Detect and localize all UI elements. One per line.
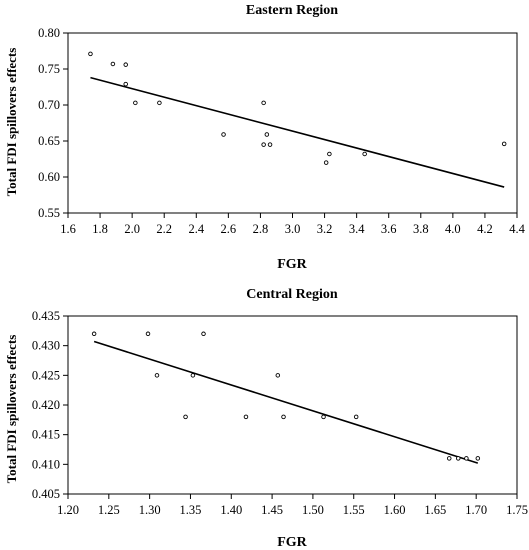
chart-title: Eastern Region — [246, 3, 338, 18]
y-tick-label: 0.60 — [38, 170, 60, 184]
data-point — [261, 100, 266, 106]
x-tick-label: 2.0 — [124, 222, 140, 236]
x-tick-label: 1.25 — [98, 503, 120, 517]
x-tick-label: 2.4 — [188, 222, 204, 236]
data-point — [501, 141, 507, 147]
x-tick-label: 4.4 — [509, 222, 525, 236]
data-point — [362, 151, 367, 157]
y-tick-label: 0.55 — [38, 206, 60, 220]
y-tick-label: 0.420 — [32, 398, 60, 412]
x-axis-label: FGR — [277, 257, 307, 272]
data-point — [221, 132, 226, 137]
y-tick-label: 0.75 — [38, 62, 60, 76]
x-tick-label: 1.30 — [139, 503, 161, 517]
x-tick-label: 3.8 — [413, 222, 429, 236]
x-tick-label: 1.75 — [506, 503, 528, 517]
data-point — [275, 373, 281, 378]
data-point — [133, 100, 138, 106]
x-axis-label: FGR — [277, 535, 307, 550]
x-tick-label: 1.20 — [57, 503, 79, 517]
data-point — [264, 132, 270, 137]
x-tick-label: 1.35 — [180, 503, 202, 517]
x-tick-label: 1.50 — [302, 503, 324, 517]
data-point — [455, 456, 461, 461]
data-point — [323, 160, 329, 165]
data-point — [91, 331, 97, 337]
y-tick-label: 0.435 — [32, 309, 60, 323]
data-point — [243, 414, 249, 420]
data-point — [321, 414, 326, 420]
y-tick-label: 0.80 — [38, 26, 60, 40]
data-point — [154, 373, 160, 378]
data-point — [145, 331, 151, 337]
x-tick-label: 1.40 — [220, 503, 242, 517]
y-tick-label: 0.65 — [38, 134, 60, 148]
y-tick-label: 0.425 — [32, 368, 60, 382]
x-tick-label: 3.2 — [317, 222, 333, 236]
plot-area: 1.20 1.25 1.30 1.35 1.40 1.45 1.50 1.55 1.60 1.65… — [32, 309, 528, 517]
y-axis-label: Total FDI spillovers effects — [4, 48, 19, 197]
x-tick-label: 3.4 — [349, 222, 365, 236]
data-point — [281, 414, 286, 420]
eastern-region-chart: Eastern Region 1.6 1.8 2.0 2.2 2.4 2.6 2.8 3.0 3… — [4, 3, 526, 272]
data-point — [88, 51, 93, 57]
data-point — [123, 81, 128, 87]
x-tick-label: 1.6 — [60, 222, 76, 236]
y-axis-label: Total FDI spillovers effects — [4, 335, 19, 484]
y-tick-label: 0.410 — [32, 457, 60, 471]
y-tick-label: 0.70 — [38, 98, 60, 112]
data-point — [110, 61, 116, 67]
x-tick-label: 4.2 — [477, 222, 493, 236]
data-point — [446, 456, 452, 461]
data-point — [201, 331, 206, 337]
x-tick-label: 2.2 — [156, 222, 172, 236]
x-tick-label: 2.8 — [253, 222, 269, 236]
x-tick-label: 1.70 — [465, 503, 487, 517]
y-tick-label: 0.405 — [32, 487, 60, 501]
y-tick-label: 0.415 — [32, 428, 60, 442]
plot-frame — [67, 32, 518, 214]
x-tick-label: 1.55 — [343, 503, 365, 517]
data-point — [157, 100, 162, 106]
x-tick-label: 4.0 — [445, 222, 461, 236]
x-tick-label: 2.6 — [221, 222, 237, 236]
data-point — [464, 456, 469, 461]
data-point — [475, 456, 481, 461]
x-tick-label: 3.0 — [285, 222, 301, 236]
x-tick-label: 3.6 — [381, 222, 397, 236]
y-tick-label: 0.430 — [32, 339, 60, 353]
x-tick-label: 1.60 — [384, 503, 406, 517]
plot-area: 1.6 1.8 2.0 2.2 2.4 2.6 2.8 3.0 3.2 3.4 3.6 3.8 4.0 4… — [38, 26, 525, 236]
data-point — [123, 62, 128, 67]
trend-line — [93, 340, 479, 464]
data-point — [190, 373, 196, 378]
trend-line — [90, 76, 505, 188]
chart-title: Central Region — [246, 287, 338, 302]
data-point — [183, 414, 188, 420]
x-tick-label: 1.45 — [261, 503, 283, 517]
data-point — [267, 142, 273, 147]
x-tick-label: 1.8 — [92, 222, 108, 236]
data-point — [353, 414, 359, 420]
data-point — [327, 151, 332, 157]
x-tick-label: 1.65 — [424, 503, 446, 517]
central-region-chart: Central Region 1.20 1.25 1.30 1.35 1.40 1.45 1… — [4, 287, 528, 550]
data-point — [261, 142, 266, 147]
